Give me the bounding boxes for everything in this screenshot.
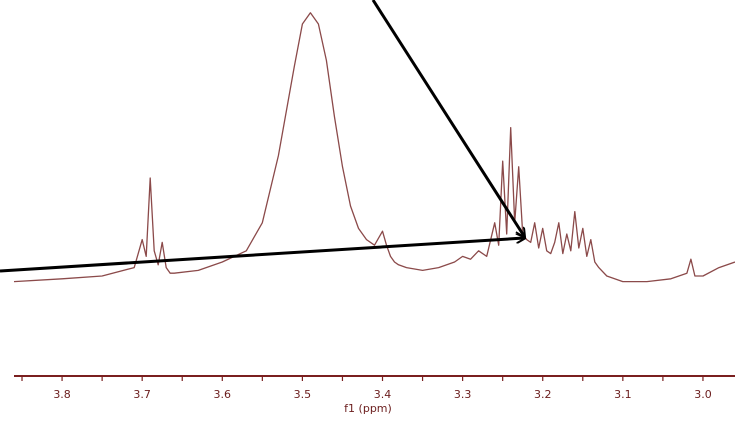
x-tick-label: 3.2 [534,388,552,401]
x-axis: 3.8 3.7 3.6 3.5 3.4 3.3 3.2 3.1 3.0 [14,375,735,401]
x-tick-label: 3.7 [133,388,151,401]
plot-area [13,12,735,283]
diagonal-arrow [371,0,524,236]
x-tick-label: 3.4 [374,388,392,401]
x-tick-label: 3.6 [214,388,232,401]
horizontal-arrow [0,238,524,273]
annotation-arrows [0,0,524,273]
x-tick-label: 3.3 [454,388,472,401]
spectrum-line [13,12,735,283]
x-tick-label: 3.1 [614,388,632,401]
x-axis-label: f1 (ppm) [344,402,392,415]
x-tick-label: 3.8 [53,388,71,401]
x-tick-label: 3.5 [294,388,312,401]
x-tick-label: 3.0 [694,388,712,401]
